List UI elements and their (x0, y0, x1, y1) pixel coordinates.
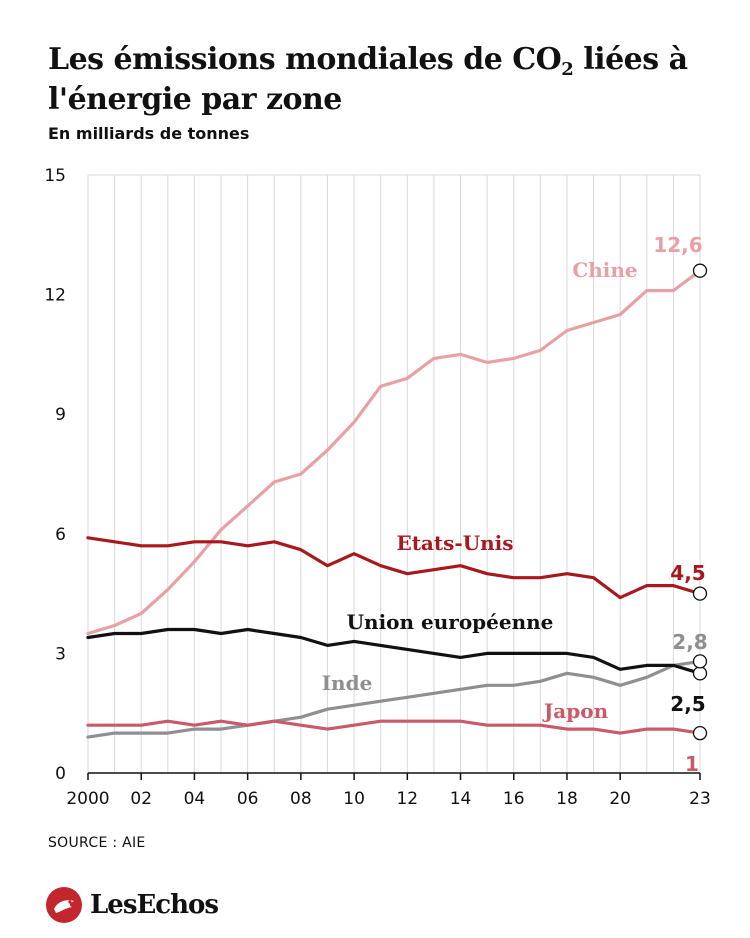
y-tick-label-12: 12 (44, 286, 66, 306)
series-line-chine (86, 269, 702, 636)
title-rest: liées à l'énergie par zone (48, 42, 688, 117)
x-tick-label-2023: 23 (689, 789, 711, 809)
series-line-japon (86, 719, 702, 735)
series-name-inde: Inde (322, 671, 373, 695)
x-tick-label-2010: 10 (343, 789, 365, 809)
x-tick-label-2004: 04 (184, 789, 206, 809)
x-tick-label-2016: 16 (503, 789, 525, 809)
chart-subtitle: En milliards de tonnes (48, 124, 250, 143)
x-tick-label-2002: 02 (130, 789, 152, 809)
title-subscript: 2 (561, 59, 574, 80)
title-main: Les émissions mondiales de CO (48, 42, 562, 77)
end-marker-union-européenne (692, 666, 708, 681)
x-tick-label-2008: 08 (290, 789, 312, 809)
end-marker-japon (692, 725, 708, 741)
y-tick-label-3: 3 (55, 644, 66, 664)
end-value-chine: 12,6 (653, 233, 702, 257)
series-line-inde (86, 659, 702, 739)
end-value-etats-unis: 4,5 (670, 561, 705, 585)
logo-emblem-icon (46, 887, 82, 923)
chart-title: Les émissions mondiales de CO2 liées à l… (48, 40, 728, 120)
series-line-union-européenne (86, 627, 702, 675)
axes: 0 3 6 9 12 15 2000 02 04 06 08 10 12 14 16 18 20 23 (44, 166, 710, 809)
series-name-japon: Japon (542, 699, 609, 723)
series-name-union-européenne: Union européenne (347, 610, 554, 634)
end-marker-etats-unis (692, 586, 708, 601)
x-tick-label-2000: 2000 (66, 789, 109, 809)
series-name-chine: Chine (572, 258, 637, 282)
x-tick-label-2018: 18 (556, 789, 578, 809)
series-labels: Chine 12,6 Etats-Unis 4,5 Union européenne 2,… (322, 233, 708, 776)
end-value-japon: 1 (685, 752, 699, 776)
x-tick-label-2012: 12 (396, 789, 418, 809)
series-name-etats-unis: Etats-Unis (396, 531, 513, 555)
series-lines (86, 269, 702, 739)
x-tick-label-2006: 06 (237, 789, 259, 809)
series-line-etats-unis (86, 536, 702, 600)
end-value-union-européenne: 2,5 (670, 692, 705, 716)
end-value-inde: 2,8 (672, 630, 707, 654)
y-tick-label-0: 0 (55, 764, 66, 784)
y-tick-label-6: 6 (55, 525, 66, 545)
y-tick-label-15: 15 (44, 166, 66, 186)
end-marker-inde (692, 654, 708, 669)
end-marker-chine (692, 263, 708, 278)
grid (87, 174, 701, 773)
brand-logo: LesEchos (46, 883, 219, 927)
y-tick-label-9: 9 (55, 405, 66, 425)
logo-text: LesEchos (90, 890, 219, 920)
x-tick-label-2014: 14 (450, 789, 472, 809)
source-note: SOURCE : AIE (48, 835, 146, 851)
x-tick-label-2020: 20 (609, 789, 631, 809)
